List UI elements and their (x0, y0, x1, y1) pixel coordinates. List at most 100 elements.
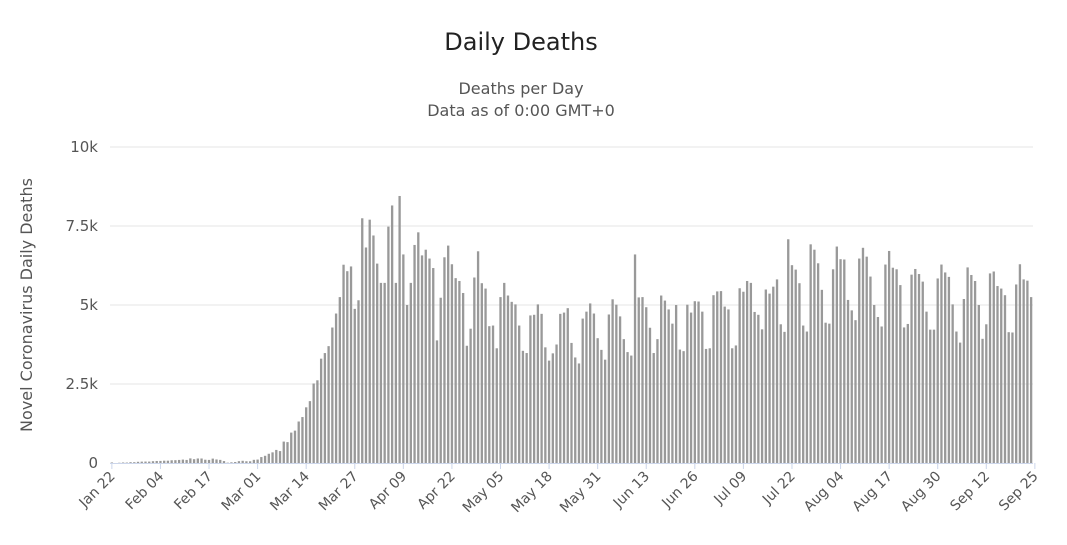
bar[interactable] (854, 320, 857, 463)
bar[interactable] (1007, 332, 1010, 463)
bar[interactable] (133, 462, 136, 463)
bar[interactable] (585, 311, 588, 463)
bar[interactable] (648, 327, 652, 463)
bar[interactable] (689, 312, 693, 463)
bar[interactable] (181, 459, 185, 463)
bar[interactable] (368, 219, 371, 463)
bar[interactable] (865, 256, 868, 463)
bar[interactable] (577, 363, 581, 463)
bar[interactable] (521, 350, 525, 463)
bar[interactable] (192, 459, 196, 463)
bar[interactable] (716, 291, 719, 463)
bar[interactable] (611, 299, 614, 463)
bar[interactable] (349, 266, 353, 463)
bar[interactable] (263, 455, 267, 463)
bar[interactable] (697, 301, 700, 463)
bar[interactable] (858, 258, 861, 463)
bar[interactable] (944, 272, 947, 463)
bar[interactable] (334, 313, 338, 463)
bar[interactable] (241, 460, 244, 463)
bar[interactable] (428, 258, 431, 463)
bar[interactable] (532, 314, 536, 463)
bar[interactable] (461, 292, 465, 463)
bar[interactable] (992, 271, 995, 464)
bar[interactable] (1015, 284, 1018, 463)
bar[interactable] (144, 461, 147, 463)
bar[interactable] (177, 459, 181, 463)
bar[interactable] (977, 305, 980, 463)
bar[interactable] (693, 301, 696, 463)
bar[interactable] (906, 323, 909, 463)
bar[interactable] (618, 316, 622, 463)
bar[interactable] (985, 324, 988, 463)
bar[interactable] (151, 461, 155, 463)
bar[interactable] (1003, 295, 1007, 463)
bar[interactable] (129, 462, 132, 463)
bar[interactable] (312, 383, 315, 463)
bar[interactable] (525, 353, 528, 463)
bar[interactable] (678, 349, 682, 463)
bar[interactable] (450, 264, 454, 463)
bar[interactable] (555, 344, 558, 464)
bar[interactable] (925, 311, 928, 463)
bar[interactable] (413, 244, 416, 463)
bar[interactable] (749, 282, 753, 463)
bar[interactable] (816, 263, 820, 463)
bar[interactable] (290, 432, 293, 463)
bar[interactable] (148, 461, 151, 463)
bar[interactable] (910, 274, 913, 463)
bar[interactable] (510, 301, 513, 463)
bar[interactable] (615, 304, 618, 463)
bar[interactable] (293, 430, 297, 463)
bar[interactable] (200, 458, 203, 463)
bar[interactable] (159, 460, 162, 463)
bar[interactable] (794, 269, 797, 463)
bar[interactable] (570, 342, 573, 463)
bar[interactable] (338, 297, 341, 463)
bar[interactable] (204, 459, 207, 463)
bar[interactable] (256, 459, 259, 463)
bar[interactable] (286, 442, 289, 463)
bar[interactable] (742, 291, 745, 463)
bar[interactable] (547, 360, 551, 463)
bar[interactable] (469, 328, 472, 463)
bar[interactable] (559, 313, 562, 463)
bar[interactable] (846, 299, 850, 463)
bar[interactable] (1029, 297, 1033, 463)
bar[interactable] (357, 300, 360, 463)
bar[interactable] (839, 259, 842, 463)
bar[interactable] (932, 329, 936, 463)
bar[interactable] (633, 254, 637, 463)
bar[interactable] (798, 283, 801, 463)
bar[interactable] (820, 289, 824, 463)
bar[interactable] (551, 353, 554, 463)
bar[interactable] (824, 322, 827, 463)
bar[interactable] (409, 282, 412, 463)
bar[interactable] (622, 339, 625, 463)
bar[interactable] (364, 247, 368, 463)
bar[interactable] (189, 458, 192, 463)
bar[interactable] (439, 297, 442, 463)
bar[interactable] (346, 271, 349, 463)
bar[interactable] (757, 314, 760, 463)
bar[interactable] (260, 457, 263, 463)
bar[interactable] (405, 305, 409, 463)
bar[interactable] (301, 417, 304, 463)
bar[interactable] (361, 218, 364, 463)
bar[interactable] (603, 359, 607, 463)
bar[interactable] (686, 304, 689, 463)
bar[interactable] (884, 264, 887, 463)
bar[interactable] (734, 345, 738, 463)
bar[interactable] (775, 279, 779, 463)
bar[interactable] (473, 277, 476, 463)
bar[interactable] (196, 458, 199, 463)
bar[interactable] (764, 289, 767, 463)
bar[interactable] (278, 451, 282, 463)
bar[interactable] (861, 247, 865, 463)
bar[interactable] (850, 310, 853, 463)
bar[interactable] (454, 278, 457, 463)
bar[interactable] (899, 285, 902, 463)
bar[interactable] (536, 304, 540, 463)
bar[interactable] (760, 329, 764, 463)
bar[interactable] (282, 441, 285, 463)
